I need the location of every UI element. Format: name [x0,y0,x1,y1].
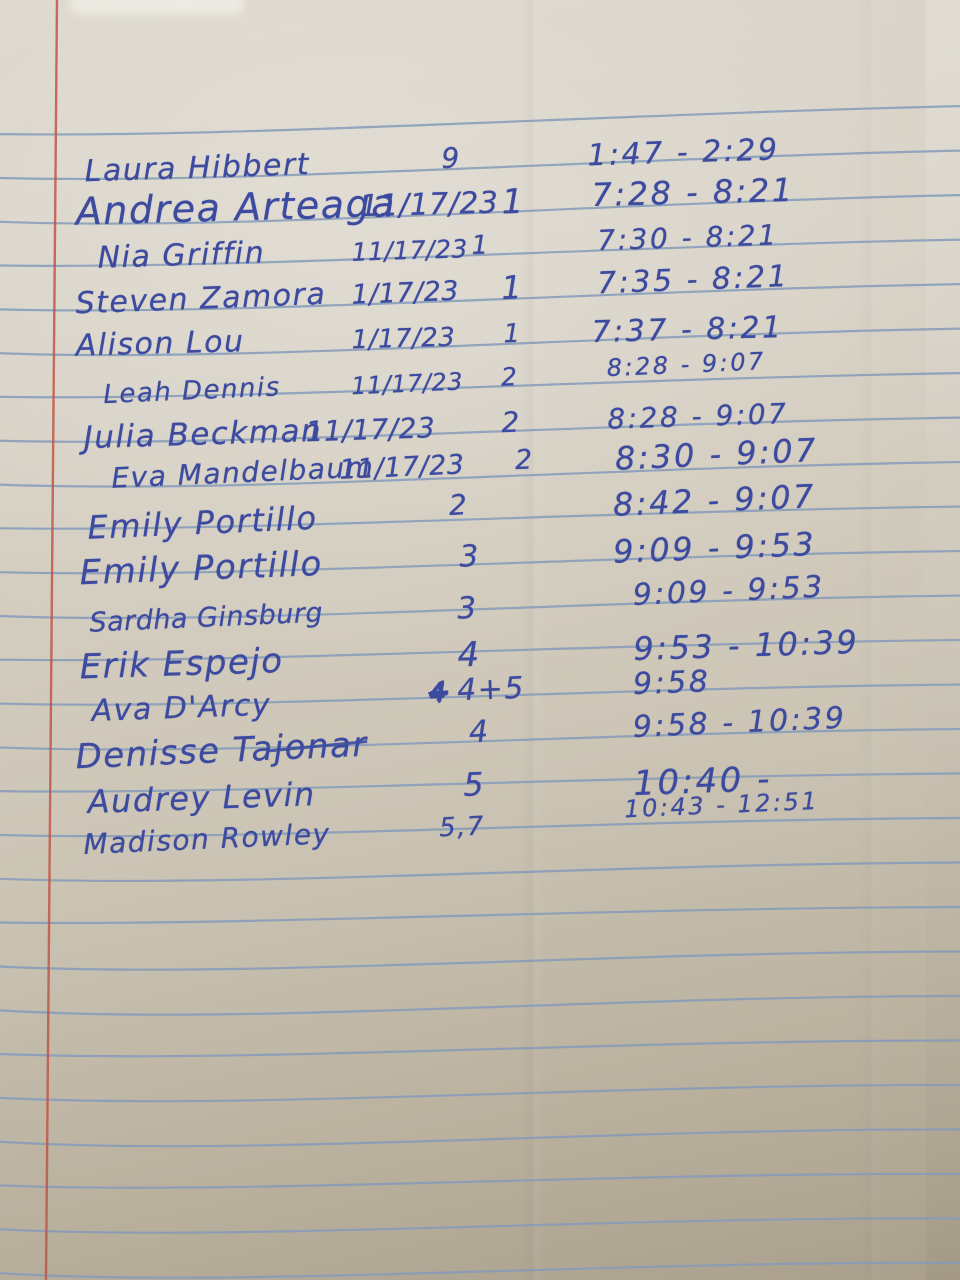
entry-name: Madison Rowley [82,817,332,861]
entry-date: 1/17/23 [350,275,460,311]
entry-time: 7:28 - 8:21 [591,170,796,215]
entry-name: Audrey Levin [87,775,317,822]
entry-group-number: 1 [501,181,526,223]
entry-time: 9:53 - 10:39 [632,622,860,668]
entry-group-number: 4+5 [456,670,526,709]
entry-group-number: 5,7 [438,811,486,844]
entry-group-number: 4 [468,714,491,751]
entry-time: 7:35 - 8:21 [596,258,790,302]
crossed-out-number: 4 [428,677,448,709]
entry-group-number: 3 [456,590,479,627]
entry-group-number: 2 [448,488,469,522]
entry-time: 1:47 - 2:29 [586,132,781,174]
entry-group-number: 9 [440,141,462,175]
paper-edge-highlight [70,0,245,14]
entry-group-number: 1 [500,268,524,308]
entry-date: 11/17/23 [351,234,469,267]
entry-date: 11/17/23 [305,411,436,449]
entry-name: Julia Beckman [83,412,323,457]
entry-date: 11/17/23 [350,367,464,401]
entry-time: 7:30 - 8:21 [596,218,779,258]
entry-name: Ava D'Arcy [91,687,272,729]
entry-group-number: 3 [458,538,481,575]
entry-group-number: 4 [456,634,482,676]
entry-time: 7:37 - 8:21 [591,310,785,351]
entry-name: Emily Portillo [86,498,319,547]
entry-group-number: 2 [500,405,522,440]
entry-name: Andrea Arteaga [75,181,397,234]
entry-time: 9:09 - 9:53 [612,524,817,571]
entry-name: Laura Hibbert [84,147,311,190]
entry-group-number: 5 [462,765,486,804]
entry-time: 8:28 - 9:07 [606,347,767,383]
entry-name: Erik Espejo [79,640,285,688]
paper-crease [858,0,884,1280]
entry-name: Emily Portillo [78,543,324,594]
entry-time: 10:43 - 12:51 [623,786,820,824]
entry-name: Leah Dennis [102,372,282,411]
entry-name: Nia Griffin [97,235,266,276]
entry-name: Alison Lou [75,324,245,364]
entry-time: 9:58 [632,664,711,702]
paper-crease [520,0,546,1280]
entry-group-number: 1 [503,318,523,350]
entry-time: 9:58 - 10:39 [632,700,848,745]
entry-group-number: 1 [471,230,490,262]
entry-group-number: 2 [514,444,535,477]
entry-time: 8:30 - 9:07 [614,430,819,478]
entry-time: 9:09 - 9:53 [632,569,826,613]
entry-date: 11/17/23 [338,449,466,486]
entry-name: Steven Zamora [74,276,327,322]
entry-group-number: 2 [500,361,520,392]
entry-date: 1/17/23 [351,322,456,356]
entry-time: 8:28 - 9:07 [606,397,789,436]
entry-time: 8:42 - 9:07 [612,477,817,524]
entry-date: 11/17/23 [359,185,499,225]
